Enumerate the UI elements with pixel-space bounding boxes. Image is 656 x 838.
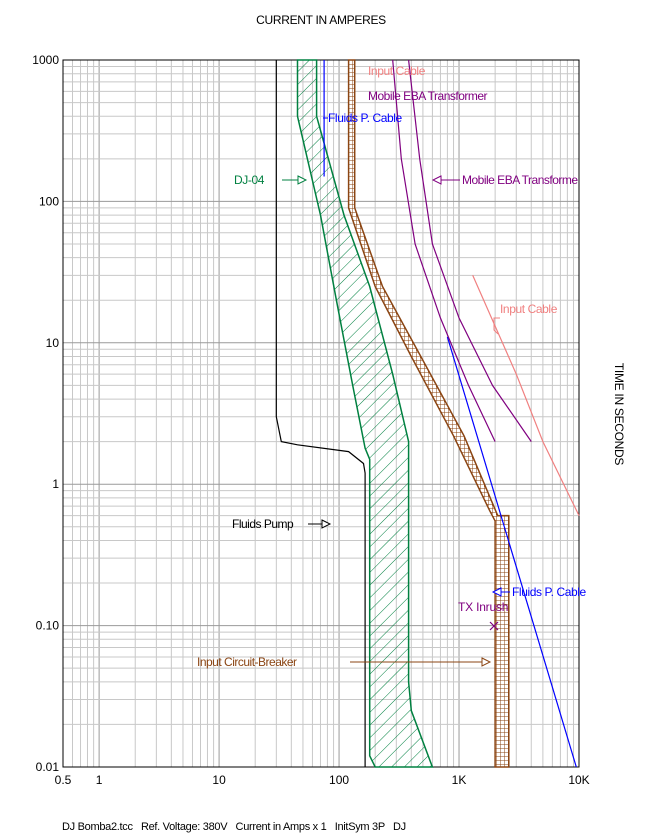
- series-line-mobile-eba-transformer-5: [392, 59, 496, 442]
- series-band-input-circuit-breaker: [347, 59, 510, 768]
- arrow-fluids-pump: [321, 519, 332, 529]
- leader-input-cable-mid: [493, 317, 500, 335]
- x-tick-label: 10K: [568, 773, 589, 787]
- label-mobile-eba-right: Mobile EBA Transforme: [462, 173, 578, 187]
- series-line-mobile-eba-transformer-6: [408, 59, 532, 442]
- y-axis-label: TIME IN SECONDS: [612, 363, 626, 465]
- y-tick-label: 0.10: [36, 619, 60, 633]
- label-fluids-cable-top: Fluids P. Cable: [328, 111, 403, 125]
- label-tx-inrush: TX Inrush: [458, 600, 508, 614]
- footer-text: DJ Bomba2.tcc Ref. Voltage: 380V Current…: [62, 821, 406, 833]
- y-tick-labels: 1000 100 10 1 0.10 0.01: [32, 53, 59, 774]
- label-fluids-pump: Fluids Pump: [232, 517, 294, 531]
- label-input-cable-top: Input Cable: [368, 64, 426, 78]
- y-tick-label: 1: [52, 477, 59, 491]
- grid: [62, 60, 579, 768]
- y-tick-label: 10: [46, 336, 60, 350]
- x-tick-label: 0.5: [55, 773, 72, 787]
- y-tick-label: 100: [39, 194, 59, 208]
- label-input-cable-mid: Input Cable: [500, 302, 558, 316]
- x-tick-label: 1K: [452, 773, 467, 787]
- arrow-dj04: [297, 175, 308, 185]
- arrow-input-breaker: [481, 657, 492, 667]
- plot-frame: [62, 59, 580, 768]
- series-band-dj-04: [296, 59, 434, 768]
- series-line-fluids-pump-0: [275, 60, 366, 767]
- x-tick-labels: 0.5 1 10 100 1K 10K: [55, 773, 590, 787]
- label-fluids-cable-right: Fluids P. Cable: [512, 585, 587, 599]
- chart-title: CURRENT IN AMPERES: [256, 13, 386, 27]
- x-tick-label: 1: [96, 773, 103, 787]
- y-tick-label: 0.01: [36, 760, 60, 774]
- arrow-mobile-eba: [431, 175, 442, 185]
- annotations: Input Cable Mobile EBA Transformer Fluid…: [197, 64, 587, 669]
- series-line-fluids-p-cable-3: [446, 336, 577, 768]
- bands-layer: [296, 59, 510, 768]
- label-dj04: DJ-04: [234, 173, 265, 187]
- x-tick-label: 100: [329, 773, 349, 787]
- tx-inrush-marker: [489, 621, 499, 631]
- y-tick-label: 1000: [32, 53, 59, 67]
- label-mobile-eba-top: Mobile EBA Transformer: [368, 89, 488, 103]
- x-tick-label: 10: [212, 773, 226, 787]
- label-input-breaker: Input Circuit-Breaker: [197, 655, 297, 669]
